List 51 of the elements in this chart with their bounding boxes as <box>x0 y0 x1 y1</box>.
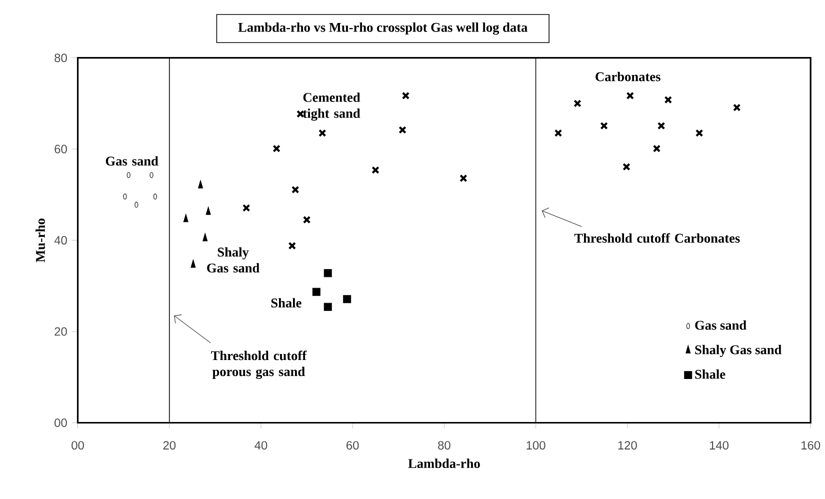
x-tick-label: 60 <box>346 441 359 450</box>
point <box>242 204 250 212</box>
point <box>324 303 332 312</box>
point <box>622 163 630 171</box>
legend-label: Shale <box>695 370 726 380</box>
point <box>343 295 352 304</box>
annotation: Cemented tight sand <box>302 92 360 121</box>
point <box>398 126 406 134</box>
x-tick-label: 160 <box>802 441 820 450</box>
legend-label: Shaly Gas sand <box>695 345 782 358</box>
point <box>664 96 672 104</box>
point <box>372 166 380 174</box>
point <box>600 122 608 130</box>
point <box>652 144 661 153</box>
point <box>574 100 582 108</box>
x-tick-label: 80 <box>438 441 450 450</box>
point <box>302 216 311 224</box>
ref-line-label: Threshold cutoff porous gas sand <box>211 350 307 380</box>
x-tick-label: 140 <box>710 441 729 450</box>
x-tick-label: 120 <box>618 441 637 450</box>
point <box>460 174 468 182</box>
x-tick-label: 100 <box>526 441 546 450</box>
legend-label: Gas sand <box>695 320 746 330</box>
point <box>732 104 741 112</box>
y-tick-label: 00 <box>54 418 67 428</box>
point <box>291 186 300 194</box>
y-axis-title: Mu-rho <box>36 218 45 262</box>
annotation: Carbonates <box>596 72 660 82</box>
x-tick-label: 40 <box>254 441 268 450</box>
y-tick-label: 20 <box>54 328 67 336</box>
x-tick-label: 20 <box>163 441 176 450</box>
point <box>402 92 410 100</box>
y-tick-label: 80 <box>54 54 67 62</box>
point <box>288 242 296 250</box>
ref-line-label: Threshold cutoff Carbonates <box>574 233 740 244</box>
annotation: Shale <box>271 298 302 308</box>
point <box>318 129 326 138</box>
point <box>695 129 704 138</box>
annotation: Shaly Gas sand <box>207 247 260 273</box>
point <box>657 122 666 130</box>
x-axis-title: Lambda-rho <box>408 458 480 468</box>
point <box>272 144 280 153</box>
y-tick-label: 60 <box>54 145 67 154</box>
point <box>554 129 562 138</box>
x-tick-label: 00 <box>72 441 84 450</box>
annotation: Gas sand <box>106 156 158 166</box>
point <box>626 92 634 100</box>
y-tick-label: 40 <box>54 236 67 245</box>
point <box>324 269 332 278</box>
chart-title: Lambda-rho vs Mu-rho crossplot Gas well log data <box>238 22 528 35</box>
point <box>312 288 320 296</box>
